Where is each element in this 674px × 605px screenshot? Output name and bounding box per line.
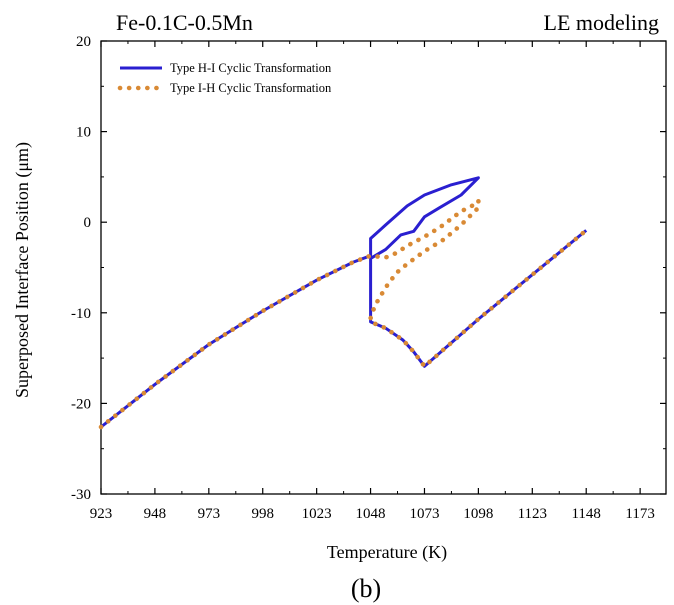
chart-title-left: Fe-0.1C-0.5Mn (116, 10, 253, 35)
y-tick-label: 20 (76, 34, 91, 50)
x-tick-label: 998 (251, 506, 274, 522)
x-tick-label: 1123 (518, 506, 547, 522)
x-tick-label: 1023 (302, 506, 332, 522)
x-axis-label: Temperature (K) (327, 542, 447, 563)
series-layer (98, 176, 589, 430)
y-axis-label: Superposed Interface Position (μm) (12, 142, 33, 398)
y-tick-label: -30 (71, 487, 91, 503)
panel-label: (b) (351, 574, 381, 603)
series-line-2 (98, 198, 589, 430)
series-line-1 (100, 176, 588, 429)
legend: Type H-I Cyclic Transformation Type I-H C… (117, 61, 332, 95)
plot-frame (100, 40, 667, 495)
legend-label-2: Type I-H Cyclic Transformation (170, 81, 332, 95)
axis-ticks: 923 948 973 998 1023 1048 1073 1098 1123 1148 1173… (71, 34, 666, 522)
y-tick-label: 0 (84, 215, 92, 231)
x-tick-label: 923 (90, 506, 113, 522)
x-tick-label: 1148 (571, 506, 600, 522)
y-tick-label: -10 (71, 306, 91, 322)
x-tick-label: 1098 (463, 506, 493, 522)
legend-label-1: Type H-I Cyclic Transformation (170, 61, 332, 75)
x-tick-label: 1173 (625, 506, 654, 522)
x-tick-label: 973 (198, 506, 221, 522)
x-tick-label: 948 (144, 506, 167, 522)
x-tick-label: 1048 (356, 506, 386, 522)
chart-title-right: LE modeling (544, 10, 659, 35)
x-tick-label: 1073 (409, 506, 439, 522)
y-tick-label: 10 (76, 125, 91, 141)
y-tick-label: -20 (71, 396, 91, 412)
